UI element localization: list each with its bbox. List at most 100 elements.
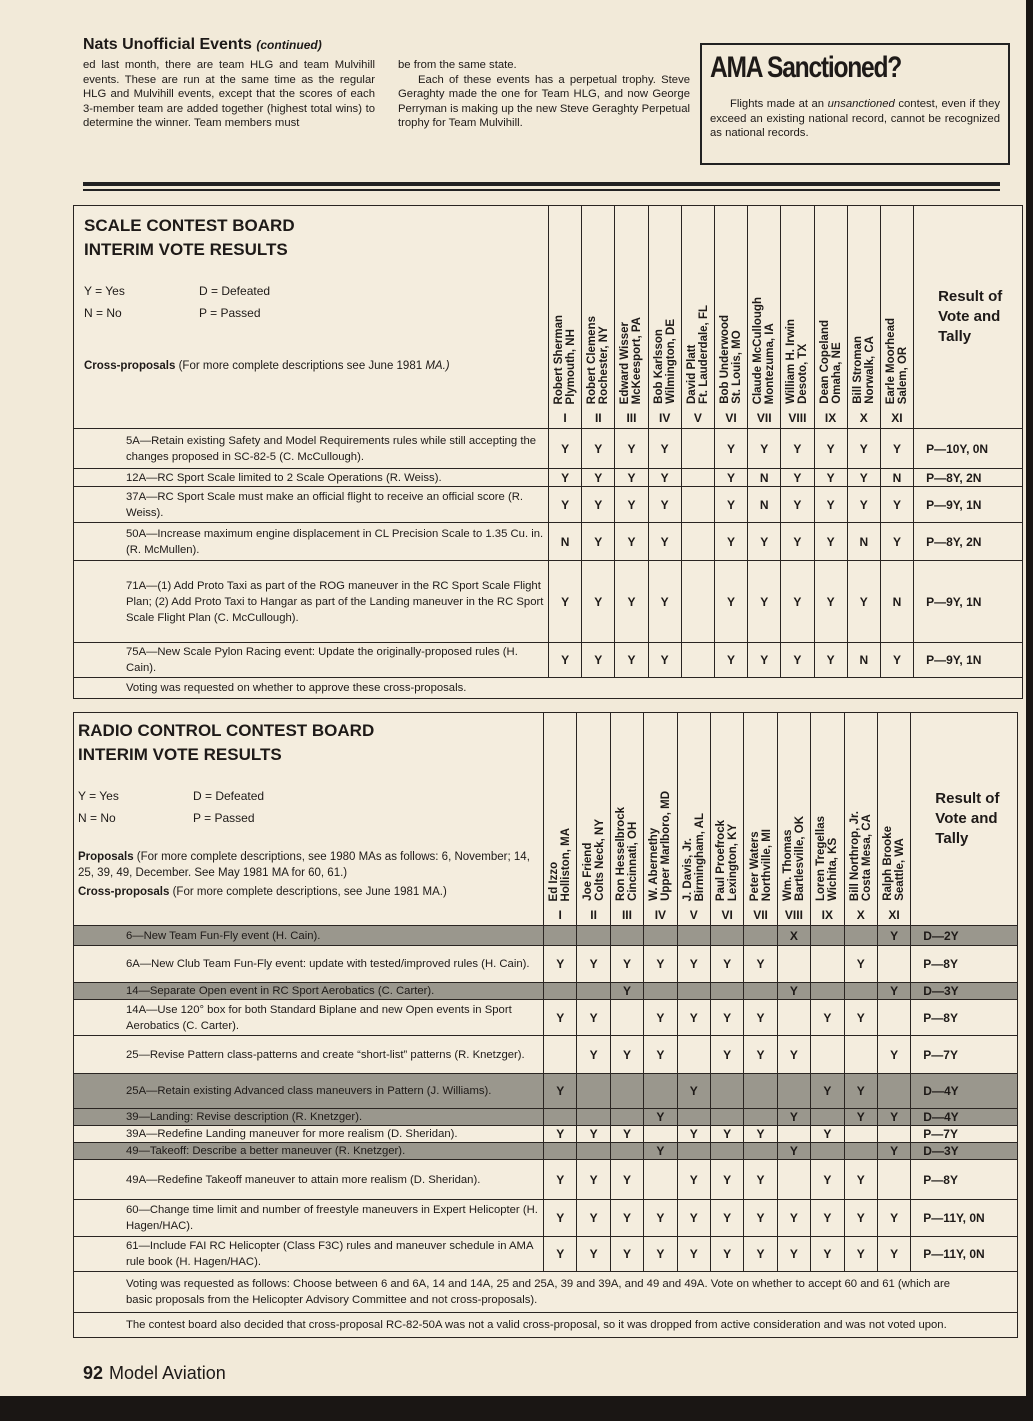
vote-cell bbox=[876, 1159, 912, 1200]
voter-name: Robert Clemens Rochester, NY bbox=[586, 316, 610, 404]
vote-cell: Y bbox=[743, 1035, 778, 1074]
voter-header: Ron Hesselbrock Cincinnati, OH III bbox=[609, 712, 645, 926]
voter-place-text: Desoto, TX bbox=[797, 343, 810, 404]
vote-cell bbox=[609, 1073, 645, 1109]
voter-name-text: Wm. Thomas bbox=[781, 829, 794, 901]
footnote: Voting was requested as follows: Choose … bbox=[73, 1271, 1018, 1313]
sidebar-title: AMA Sanctioned? bbox=[710, 51, 902, 84]
vote-cell: Y bbox=[609, 1035, 645, 1074]
legend-item: Y = Yes bbox=[78, 789, 119, 803]
vote-cell: Y bbox=[876, 1199, 912, 1237]
voter-name-text: Joe Friend bbox=[581, 842, 594, 901]
vote-cell: Y bbox=[876, 1035, 912, 1074]
vote-cell: Y bbox=[576, 1125, 611, 1143]
voter-header: J. Davis, Jr. Birmingham, AL V bbox=[676, 712, 711, 926]
voter-header: Claude McCullough Montezuma, IA VII bbox=[747, 205, 782, 429]
proposal-description: 12A—RC Sport Scale limited to 2 Scale Op… bbox=[73, 468, 549, 487]
voter-name: Peter Waters Northville, MI bbox=[749, 829, 773, 901]
voter-name: Earle Moorhead Salem, OR bbox=[885, 318, 909, 404]
vote-cell bbox=[609, 925, 645, 946]
page-number: 92 bbox=[83, 1363, 104, 1383]
vote-row: 5A—Retain existing Safety and Model Requ… bbox=[73, 428, 1023, 469]
voter-name-text: Loren Tregellas bbox=[815, 815, 828, 901]
board-title: SCALE CONTEST BOARD bbox=[84, 216, 295, 235]
vote-cell: Y bbox=[843, 1199, 878, 1237]
vote-cell: Y bbox=[846, 428, 881, 469]
vote-cell bbox=[743, 1108, 778, 1126]
vote-cell: Y bbox=[542, 1199, 578, 1237]
vote-cell bbox=[743, 1142, 778, 1160]
vote-cell: Y bbox=[743, 1199, 778, 1237]
vote-cell: Y bbox=[547, 428, 583, 469]
voter-name: Claude McCullough Montezuma, IA bbox=[752, 297, 776, 404]
vote-cell: Y bbox=[581, 486, 616, 523]
magazine-page: Nats Unofficial Events (continued) ed la… bbox=[0, 0, 1026, 1396]
vote-cell bbox=[609, 999, 645, 1036]
title-suffix: (continued) bbox=[256, 38, 322, 52]
vote-cell: Y bbox=[879, 428, 915, 469]
vote-cell: Y bbox=[813, 468, 848, 487]
vote-cell: Y bbox=[743, 945, 778, 983]
vote-cell bbox=[709, 1073, 745, 1109]
voter-header: Ralph Brooke Seattle, WA XI bbox=[876, 712, 912, 926]
voter-place-text: Cincinnati, OH bbox=[626, 821, 639, 901]
vote-row: 37A—RC Sport Scale must make an official… bbox=[73, 486, 1023, 523]
vote-cell bbox=[643, 1125, 678, 1143]
vote-cell: Y bbox=[547, 468, 583, 487]
result-tally: P—11Y, 0N bbox=[910, 1236, 1018, 1272]
voter-name: William H. Irwin Desoto, TX bbox=[785, 319, 809, 404]
voter-header: Wm. Thomas Bartlesville, OK VIII bbox=[776, 712, 812, 926]
vote-cell: Y bbox=[846, 486, 881, 523]
voter-name: Joe Friend Colts Neck, NY bbox=[582, 819, 606, 901]
vote-cell: Y bbox=[713, 642, 749, 678]
voter-header: Dean Copeland Omaha, NE IX bbox=[813, 205, 848, 429]
vote-row: 6A—New Club Team Fun-Fly event: update w… bbox=[73, 945, 1018, 983]
voter-place-text: Seattle, WA bbox=[894, 838, 907, 901]
voter-name-text: J. Davis, Jr. bbox=[681, 837, 694, 901]
vote-cell: Y bbox=[776, 1108, 812, 1126]
voter-header: Joe Friend Colts Neck, NY II bbox=[576, 712, 611, 926]
legend: Y = Yes D = Defeated N = No P = Passed bbox=[78, 785, 539, 829]
vote-cell: Y bbox=[846, 468, 881, 487]
voter-header: William H. Irwin Desoto, TX VIII bbox=[780, 205, 815, 429]
vote-cell: Y bbox=[542, 1125, 578, 1143]
vote-cell: Y bbox=[780, 560, 815, 643]
vote-cell: Y bbox=[747, 642, 782, 678]
legend-item: D = Defeated bbox=[199, 284, 271, 298]
vote-cell: Y bbox=[643, 1108, 678, 1126]
vote-cell bbox=[542, 1035, 578, 1074]
result-tally: D—3Y bbox=[910, 982, 1018, 1000]
vote-cell bbox=[680, 486, 715, 523]
vote-cell bbox=[709, 982, 745, 1000]
vote-cell: Y bbox=[643, 1035, 678, 1074]
voter-place-text: Norwalk, CA bbox=[863, 336, 876, 404]
voter-place-text: Plymouth, NH bbox=[565, 328, 578, 404]
voter-place-text: Colts Neck, NY bbox=[593, 819, 606, 901]
vote-cell: Y bbox=[713, 560, 749, 643]
district-number: I bbox=[563, 411, 567, 425]
vote-row: 71A—(1) Add Proto Taxi as part of the RO… bbox=[73, 560, 1023, 643]
vote-cell: Y bbox=[843, 999, 878, 1036]
voter-name: W. Abernethy Upper Marlboro, MD bbox=[648, 791, 672, 901]
vote-cell: Y bbox=[647, 468, 682, 487]
vote-cell: N bbox=[879, 560, 915, 643]
vote-cell: Y bbox=[810, 1159, 845, 1200]
vote-cell bbox=[776, 1125, 812, 1143]
scale-vote-table: SCALE CONTEST BOARD INTERIM VOTE RESULTS… bbox=[73, 205, 1023, 699]
vote-cell: Y bbox=[813, 486, 848, 523]
result-tally: P—8Y, 2N bbox=[913, 522, 1023, 561]
board-header: SCALE CONTEST BOARD INTERIM VOTE RESULTS… bbox=[73, 205, 549, 429]
voter-name: J. Davis, Jr. Birmingham, AL bbox=[682, 813, 706, 901]
result-tally: P—7Y bbox=[910, 1125, 1018, 1143]
result-tally: P—10Y, 0N bbox=[913, 428, 1023, 469]
voter-name-text: Edward Wisser bbox=[619, 321, 632, 404]
vote-cell bbox=[643, 1159, 678, 1200]
district-number: V bbox=[689, 908, 698, 922]
voter-name: Ed Izzo Holliston, MA bbox=[548, 828, 572, 901]
vote-cell: Y bbox=[843, 945, 878, 983]
header-row: SCALE CONTEST BOARD INTERIM VOTE RESULTS… bbox=[73, 205, 1023, 429]
voter-place-text: Wichita, KS bbox=[827, 837, 840, 901]
board-title: RADIO CONTROL CONTEST BOARD bbox=[78, 721, 375, 740]
vote-cell bbox=[776, 945, 812, 983]
result-tally: P—8Y bbox=[910, 945, 1018, 983]
